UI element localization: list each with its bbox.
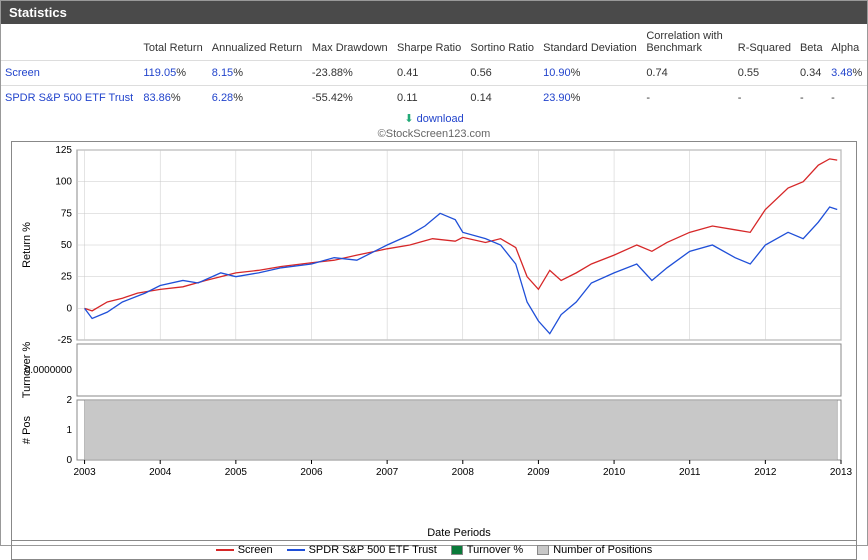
col-sortino: Sortino Ratio bbox=[466, 24, 539, 61]
table-row: Screen119.05%8.15%-23.88%0.410.5610.90%0… bbox=[1, 61, 867, 86]
svg-text:25: 25 bbox=[61, 272, 73, 283]
cell-alpha: 3.48% bbox=[827, 61, 867, 86]
watermark-text: ©StockScreen123.com bbox=[1, 127, 867, 141]
cell-drawdown: -55.42% bbox=[308, 86, 393, 111]
cell-rsq: - bbox=[734, 86, 796, 111]
svg-text:100: 100 bbox=[55, 177, 72, 188]
table-row: SPDR S&P 500 ETF Trust83.86%6.28%-55.42%… bbox=[1, 86, 867, 111]
svg-text:1: 1 bbox=[66, 425, 72, 436]
cell-label: Screen bbox=[1, 61, 139, 86]
svg-text:2: 2 bbox=[66, 395, 72, 406]
svg-text:50: 50 bbox=[61, 240, 73, 251]
cell-drawdown: -23.88% bbox=[308, 61, 393, 86]
download-link[interactable]: ⬇ download bbox=[1, 110, 867, 127]
col-total-return: Total Return bbox=[139, 24, 207, 61]
svg-text:Date Periods: Date Periods bbox=[427, 527, 491, 539]
legend-swatch bbox=[216, 549, 234, 551]
svg-text:2013: 2013 bbox=[830, 467, 853, 478]
header-title: Statistics bbox=[9, 5, 67, 20]
legend: ScreenSPDR S&P 500 ETF TrustTurnover %Nu… bbox=[11, 541, 857, 560]
cell-sharpe: 0.11 bbox=[393, 86, 466, 111]
cell-sortino: 0.56 bbox=[466, 61, 539, 86]
svg-text:# Pos: # Pos bbox=[21, 415, 33, 444]
svg-text:2007: 2007 bbox=[376, 467, 399, 478]
cell-sharpe: 0.41 bbox=[393, 61, 466, 86]
col-sharpe: Sharpe Ratio bbox=[393, 24, 466, 61]
svg-text:2010: 2010 bbox=[603, 467, 626, 478]
col-alpha: Alpha bbox=[827, 24, 867, 61]
download-icon: ⬇ bbox=[404, 113, 413, 125]
cell-annualized: 6.28% bbox=[208, 86, 308, 111]
chart-container: -250255075100125Return %0.0000000Turnove… bbox=[11, 141, 857, 541]
col-blank bbox=[1, 24, 139, 61]
legend-swatch bbox=[451, 545, 463, 555]
cell-annualized: 8.15% bbox=[208, 61, 308, 86]
col-drawdown: Max Drawdown bbox=[308, 24, 393, 61]
svg-text:2004: 2004 bbox=[149, 467, 172, 478]
cell-alpha: - bbox=[827, 86, 867, 111]
svg-text:2009: 2009 bbox=[527, 467, 550, 478]
cell-rsq: 0.55 bbox=[734, 61, 796, 86]
chart-svg: -250255075100125Return %0.0000000Turnove… bbox=[12, 142, 856, 540]
svg-text:Return %: Return % bbox=[21, 222, 33, 268]
svg-text:-25: -25 bbox=[58, 335, 73, 346]
svg-text:75: 75 bbox=[61, 208, 73, 219]
legend-swatch bbox=[287, 549, 305, 551]
cell-stddev: 10.90% bbox=[539, 61, 642, 86]
cell-corr: - bbox=[642, 86, 733, 111]
statistics-table: Total Return Annualized Return Max Drawd… bbox=[1, 24, 867, 110]
table-header-row: Total Return Annualized Return Max Drawd… bbox=[1, 24, 867, 61]
svg-text:2005: 2005 bbox=[225, 467, 248, 478]
cell-total_return: 119.05% bbox=[139, 61, 207, 86]
svg-text:Turnover %: Turnover % bbox=[21, 342, 33, 399]
svg-text:2003: 2003 bbox=[73, 467, 96, 478]
cell-beta: - bbox=[796, 86, 827, 111]
download-label: download bbox=[417, 113, 464, 125]
svg-text:2011: 2011 bbox=[679, 467, 701, 478]
svg-text:0: 0 bbox=[66, 303, 72, 314]
cell-sortino: 0.14 bbox=[466, 86, 539, 111]
section-header: Statistics bbox=[1, 1, 867, 24]
svg-text:0: 0 bbox=[66, 455, 72, 466]
col-beta: Beta bbox=[796, 24, 827, 61]
cell-stddev: 23.90% bbox=[539, 86, 642, 111]
col-annualized: Annualized Return bbox=[208, 24, 308, 61]
cell-label: SPDR S&P 500 ETF Trust bbox=[1, 86, 139, 111]
cell-corr: 0.74 bbox=[642, 61, 733, 86]
col-stddev: Standard Deviation bbox=[539, 24, 642, 61]
cell-total_return: 83.86% bbox=[139, 86, 207, 111]
svg-text:2008: 2008 bbox=[452, 467, 475, 478]
col-corr: Correlation with Benchmark bbox=[642, 24, 733, 61]
svg-text:2012: 2012 bbox=[754, 467, 777, 478]
svg-text:2006: 2006 bbox=[300, 467, 323, 478]
svg-text:125: 125 bbox=[55, 145, 72, 156]
col-rsq: R-Squared bbox=[734, 24, 796, 61]
cell-beta: 0.34 bbox=[796, 61, 827, 86]
legend-swatch bbox=[537, 545, 549, 555]
